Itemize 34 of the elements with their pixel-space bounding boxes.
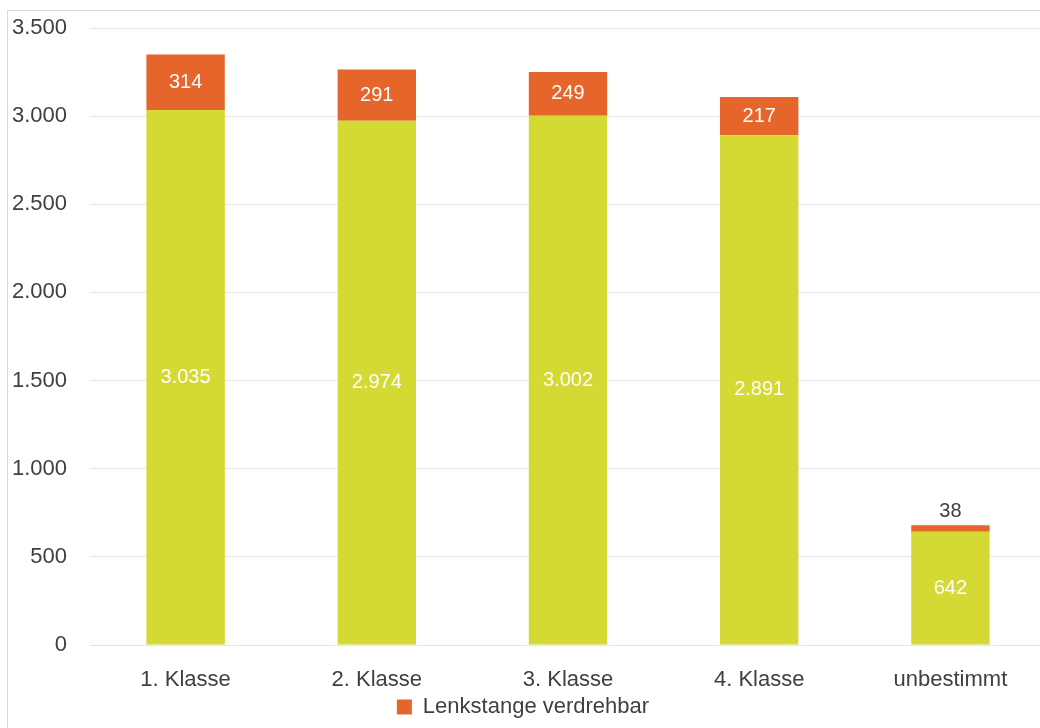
y-tick-label: 1.500 — [11, 366, 67, 392]
x-tick-label: 1. Klasse — [140, 666, 231, 692]
x-tick-label: unbestimmt — [893, 666, 1008, 692]
bar — [337, 69, 416, 121]
data-label: 38 — [939, 498, 962, 521]
bar — [911, 525, 990, 532]
data-label: 249 — [551, 81, 585, 104]
legend-label: Lenkstange verdrehbar — [422, 693, 650, 719]
bar — [911, 531, 990, 645]
data-label: 291 — [360, 82, 394, 105]
data-label: 3.002 — [542, 367, 594, 390]
x-tick-label: 3. Klasse — [522, 666, 614, 692]
bar — [146, 109, 225, 645]
bar — [720, 97, 799, 136]
y-tick-label: 2.000 — [11, 278, 67, 304]
data-label: 642 — [933, 575, 968, 598]
bar — [528, 71, 608, 116]
y-tick-label: 2.500 — [11, 190, 67, 216]
y-tick-label: 3.000 — [11, 102, 67, 128]
bar — [720, 135, 799, 645]
y-tick-label: 0 — [54, 631, 67, 657]
bar — [337, 120, 416, 645]
bar — [146, 54, 225, 110]
bar — [528, 115, 608, 645]
data-label: 2.891 — [734, 377, 785, 400]
data-label: 314 — [168, 69, 203, 92]
y-tick-label: 3.500 — [11, 14, 67, 40]
y-tick-label: 1.000 — [11, 454, 67, 480]
x-tick-label: 4. Klasse — [713, 666, 805, 692]
data-label: 217 — [742, 103, 776, 126]
data-label: 3.035 — [160, 364, 211, 387]
data-label: 2.974 — [351, 370, 402, 393]
x-tick-label: 2. Klasse — [331, 666, 423, 692]
y-tick-label: 500 — [30, 542, 67, 568]
